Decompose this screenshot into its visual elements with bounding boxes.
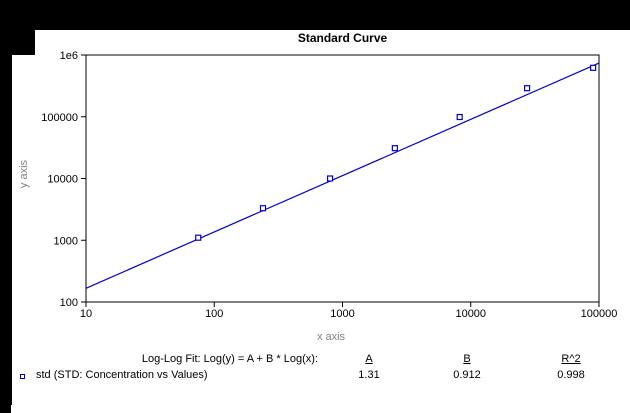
x-tick-label: 100000 (581, 308, 618, 320)
data-point-marker (590, 64, 597, 71)
fit-equation-label: Log-Log Fit: Log(y) = A + B * Log(x): (141, 353, 318, 365)
y-axis-title: y axis (18, 159, 30, 189)
data-point-marker (259, 205, 267, 212)
fit-column-header-a: A (365, 353, 373, 365)
x-tick-label: 10000 (455, 308, 486, 320)
y-tick-label: 100 (60, 297, 78, 309)
data-point-marker (523, 85, 531, 92)
fit-column-header-r2: R^2 (561, 353, 581, 365)
x-tick-label: 10 (80, 308, 92, 320)
fit-value-b: 0.912 (453, 369, 481, 381)
fit-line (85, 62, 600, 289)
legend-label: std (STD: Concentration vs Values) (36, 369, 208, 381)
fit-value-r2: 0.998 (557, 369, 585, 381)
y-tick-label: 10000 (47, 174, 78, 186)
plot-frame (85, 54, 600, 303)
top-left-black-corner (0, 30, 35, 55)
x-tick-label: 1000 (330, 308, 354, 320)
data-point-marker (195, 234, 202, 241)
x-tick-label: 100 (205, 308, 223, 320)
left-black-bar (0, 30, 12, 405)
legend-square-marker-icon (20, 374, 25, 379)
x-axis-title: x axis (316, 331, 346, 343)
figure-background (11, 30, 630, 413)
y-tick-label: 1e6 (60, 50, 78, 62)
y-tick-label: 100000 (41, 112, 78, 124)
y-tick-label: 1000 (54, 235, 78, 247)
fit-value-a: 1.31 (358, 369, 380, 381)
data-point-marker (456, 113, 463, 121)
chart-title: Standard Curve (297, 31, 388, 45)
fit-column-header-b: B (463, 353, 471, 365)
data-point-marker (326, 175, 334, 182)
data-point-marker (391, 145, 398, 152)
